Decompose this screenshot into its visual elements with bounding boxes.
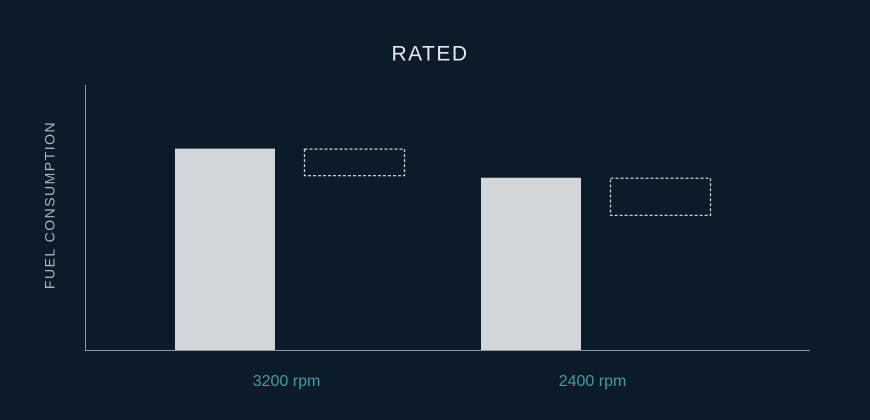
range-box [303,148,406,177]
range-box [609,177,712,216]
bar [481,177,581,350]
chart-title: RATED [391,43,468,66]
y-axis-label: FUEL CONSUMPTION [42,121,58,289]
x-tick-label: 2400 rpm [559,373,627,390]
bar [175,148,275,350]
x-tick-label: 3200 rpm [253,373,321,390]
